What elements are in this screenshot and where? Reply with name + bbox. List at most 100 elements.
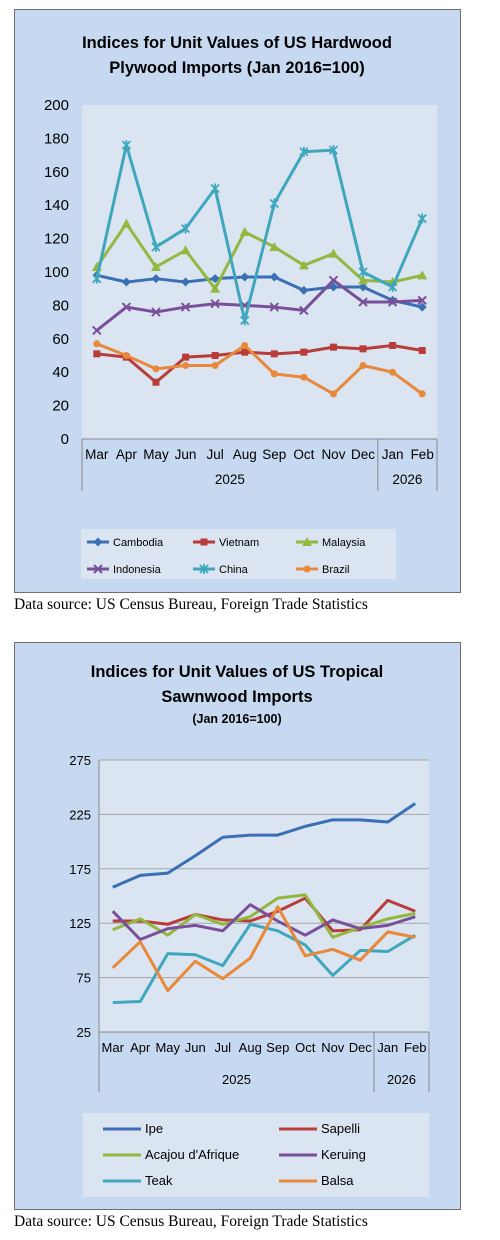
plywood-point-china: [269, 198, 279, 209]
sawnwood-y-tick-label: 125: [69, 916, 91, 931]
plywood-line-cambodia: [96, 273, 423, 309]
plywood-point-indonesia: [121, 302, 132, 312]
sawnwood-line-ipe: [112, 802, 417, 889]
plywood-point-cambodia: [121, 277, 131, 287]
plywood-point-vietnam: [182, 353, 190, 361]
plywood-x-tick-label: Oct: [293, 447, 314, 462]
plywood-point-brazil: [93, 340, 101, 348]
plywood-point-vietnam: [300, 348, 308, 356]
sawnwood-legend-label-balsa: Balsa: [321, 1173, 354, 1188]
plywood-point-vietnam: [418, 346, 426, 354]
plywood-point-cambodia: [299, 285, 309, 295]
plywood-point-brazil: [122, 352, 130, 359]
plywood-point-vietnam: [93, 350, 101, 358]
plywood-point-cambodia: [240, 272, 250, 282]
plywood-x-tick-label: Sep: [262, 447, 286, 462]
plywood-y-tick-label: 200: [44, 97, 69, 114]
plywood-point-cambodia: [210, 274, 220, 284]
sawnwood-x-tick-label: Dec: [349, 1040, 373, 1055]
sawnwood-y-tick-label: 75: [77, 971, 91, 986]
plywood-legend-label-indonesia: Indonesia: [113, 564, 162, 576]
plywood-point-cambodia: [151, 274, 161, 284]
plywood-x-tick-label: Aug: [233, 447, 257, 462]
plywood-y-tick-label: 0: [61, 431, 69, 448]
plywood-point-brazil: [389, 368, 397, 376]
plywood-legend-marker-vietnam: [200, 538, 208, 546]
plywood-point-china: [180, 223, 191, 234]
plywood-series-indonesia: [92, 275, 427, 336]
plywood-point-china: [92, 273, 102, 284]
plywood-line-china: [95, 143, 424, 322]
sawnwood-series-ipe: [112, 802, 417, 889]
plywood-line-indonesia: [95, 278, 423, 332]
plywood-point-indonesia: [328, 275, 339, 286]
plywood-group-label-2025: 2025: [215, 472, 245, 487]
plywood-point-brazil: [211, 362, 219, 370]
plywood-point-china: [358, 267, 368, 277]
sawnwood-x-tick-label: Jan: [377, 1040, 398, 1055]
plywood-legend-marker-cambodia: [93, 537, 103, 547]
plywood-legend-label-vietnam: Vietnam: [219, 537, 259, 549]
plywood-point-malaysia: [239, 226, 250, 236]
sawnwood-legend-label-ipe: Ipe: [145, 1121, 163, 1136]
sawnwood-x-tick-label: Jul: [214, 1040, 231, 1055]
plywood-x-tick-label: Jun: [175, 447, 197, 462]
sawnwood-chart: Indices for Unit Values of US Tropical Sa…: [69, 663, 430, 1197]
plywood-x-tick-label: May: [143, 447, 169, 462]
plywood-x-tick-label: Nov: [321, 447, 345, 462]
sawnwood-title-line-1: Indices for Unit Values of US Tropical: [91, 663, 383, 681]
sawnwood-x-tick-label: Nov: [321, 1040, 345, 1055]
plywood-point-vietnam: [241, 348, 249, 356]
sawnwood-group-label-2025: 2025: [222, 1072, 251, 1087]
plywood-point-brazil: [241, 341, 249, 349]
plywood-y-tick-label: 20: [52, 398, 69, 415]
plywood-legend-label-brazil: Brazil: [322, 564, 350, 576]
plywood-chart: Indices for Unit Values of US Hardwood Pl…: [44, 34, 438, 579]
plywood-legend-marker-china: [199, 564, 209, 574]
plywood-point-cambodia: [417, 302, 427, 312]
sawnwood-series-keruing: [111, 903, 416, 942]
plywood-point-malaysia: [180, 245, 191, 255]
sawnwood-subtitle: (Jan 2016=100): [192, 712, 281, 726]
plywood-point-cambodia: [358, 282, 368, 292]
plywood-point-indonesia: [269, 302, 279, 312]
sawnwood-y-tick-label: 275: [69, 753, 91, 768]
plywood-point-brazil: [182, 362, 190, 370]
plywood-title-line-2: Plywood Imports (Jan 2016=100): [109, 59, 364, 77]
plywood-point-brazil: [300, 373, 308, 381]
plywood-plot-area: [82, 105, 437, 439]
plywood-point-indonesia: [180, 302, 191, 312]
plywood-point-brazil: [359, 362, 367, 370]
plywood-point-indonesia: [387, 297, 398, 307]
sawnwood-series-balsa: [111, 905, 416, 993]
plywood-y-tick-label: 60: [52, 331, 69, 348]
sawnwood-title-line-2: Sawnwood Imports: [161, 688, 312, 706]
plywood-legend-label-malaysia: Malaysia: [322, 537, 366, 549]
plywood-x-tick-label: Jan: [382, 447, 404, 462]
plywood-legend-marker-malaysia: [302, 537, 312, 546]
plywood-legend-label-cambodia: Cambodia: [113, 537, 164, 549]
plywood-point-indonesia: [417, 295, 427, 306]
sawnwood-series-teak: [112, 922, 417, 1005]
sawnwood-line-keruing: [111, 903, 416, 942]
plywood-line-vietnam: [96, 343, 423, 384]
plywood-y-tick-label: 120: [44, 231, 69, 248]
plywood-point-indonesia: [299, 305, 309, 316]
plywood-point-vietnam: [152, 378, 160, 386]
plywood-point-brazil: [329, 390, 337, 398]
plywood-point-brazil: [418, 390, 426, 398]
plywood-y-tick-label: 40: [52, 364, 69, 381]
sawnwood-line-balsa: [111, 905, 416, 993]
plywood-point-china: [121, 140, 132, 151]
plywood-chart-panel: Indices for Unit Values of US Hardwood Pl…: [14, 9, 461, 593]
sawnwood-legend-label-sapelli: Sapelli: [321, 1121, 360, 1136]
sawnwood-x-tick-label: Oct: [295, 1040, 316, 1055]
plywood-x-tick-label: Dec: [351, 447, 375, 462]
plywood-legend-marker-indonesia: [93, 564, 103, 574]
plywood-series-malaysia: [91, 218, 428, 293]
plywood-legend-label-china: China: [219, 564, 249, 576]
plywood-point-vietnam: [389, 341, 397, 349]
plywood-point-vietnam: [329, 343, 337, 351]
plywood-point-indonesia: [358, 297, 368, 307]
plywood-point-china: [240, 315, 250, 326]
